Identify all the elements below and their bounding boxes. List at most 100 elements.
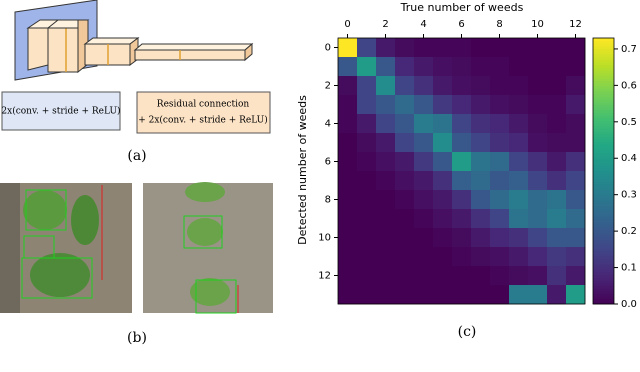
heatmap-cell (490, 95, 510, 115)
heatmap-cell (376, 114, 396, 134)
colorbar-segment (593, 253, 614, 257)
heatmap-cell (433, 114, 453, 134)
colorbar-segment (593, 218, 614, 222)
heatmap-cell (414, 228, 434, 248)
colorbar-segment (593, 280, 614, 284)
heatmap-cell (509, 247, 529, 267)
heatmap-cell (547, 152, 567, 172)
colorbar-segment (593, 277, 614, 281)
legend-text: + 2x(conv. + stride + ReLU) (138, 115, 268, 126)
heatmap-cell (395, 133, 415, 153)
heatmap-cell (566, 114, 586, 134)
heatmap-cell (528, 114, 548, 134)
heatmap-cell (376, 38, 396, 58)
heatmap-cell (471, 133, 491, 153)
heatmap-cell (357, 95, 377, 115)
colorbar-segment (593, 258, 614, 262)
colorbar-segment (593, 168, 614, 172)
heatmap-cell (338, 266, 358, 286)
colorbar-segment (593, 208, 614, 212)
block (83, 37, 140, 45)
heatmap-cell (395, 171, 415, 191)
colorbar-segment (593, 139, 614, 143)
x-tick-label: 4 (420, 19, 426, 30)
colorbar-segment (593, 229, 614, 233)
heatmap-cell (547, 209, 567, 229)
heatmap-cell (338, 95, 358, 115)
heatmap-cell (547, 133, 567, 153)
colorbar-tick-label: 0.0 (621, 299, 637, 310)
colorbar-segment (593, 88, 614, 92)
heatmap-cell (338, 209, 358, 229)
heatmap-cell (433, 38, 453, 58)
heatmap-cell (528, 95, 548, 115)
plant (185, 182, 225, 202)
colorbar-segment (593, 256, 614, 260)
heatmap-cell (414, 247, 434, 267)
heatmap-cell (338, 57, 358, 77)
heatmap-cell (433, 247, 453, 267)
colorbar-segment (593, 155, 614, 159)
y-tick-label: 4 (325, 119, 331, 130)
heatmap-cell (471, 57, 491, 77)
heatmap-cell (566, 228, 586, 248)
heatmap-cell (452, 190, 472, 210)
heatmap-cell (490, 114, 510, 134)
colorbar-tick-label: 0.7 (621, 44, 637, 55)
colorbar-segment (593, 237, 614, 241)
colorbar-segment (593, 272, 614, 276)
heatmap-cell (414, 95, 434, 115)
heatmap-cell (547, 57, 567, 77)
y-tick-label: 6 (325, 157, 331, 168)
colorbar-segment (593, 104, 614, 108)
heatmap-cell (338, 38, 358, 58)
colorbar-segment (593, 176, 614, 180)
heatmap-cell (528, 38, 548, 58)
colorbar-segment (593, 200, 614, 204)
colorbar-tick-label: 0.1 (621, 263, 637, 274)
colorbar-segment (593, 141, 614, 145)
heatmap-cell (509, 76, 529, 96)
heatmap-cell (452, 95, 472, 115)
colorbar-segment (593, 165, 614, 169)
heatmap-cell (357, 38, 377, 58)
heatmap-cell (509, 38, 529, 58)
colorbar-segment (593, 56, 614, 60)
legend-box (1, 91, 121, 131)
heatmap-cell (338, 247, 358, 267)
heatmap-cell (452, 228, 472, 248)
heatmap-cell (490, 76, 510, 96)
heatmap-cell (376, 152, 396, 172)
heatmap-cell (357, 133, 377, 153)
colorbar-segment (593, 131, 614, 135)
heatmap-cell (566, 133, 586, 153)
heatmap-cell (566, 57, 586, 77)
field-photos (0, 182, 273, 314)
colorbar-segment (593, 133, 614, 137)
colorbar-tick-label: 0.4 (621, 153, 637, 164)
colorbar-segment (593, 293, 614, 297)
colorbar-segment (593, 77, 614, 81)
heatmap-cell (566, 76, 586, 96)
colorbar-segment (593, 296, 614, 300)
heatmap-cell (509, 209, 529, 229)
heatmap-cell (433, 190, 453, 210)
heatmap-cell (395, 285, 415, 305)
heatmap-cell (528, 190, 548, 210)
colorbar-segment (593, 147, 614, 151)
colorbar-segment (593, 38, 614, 42)
legend-text: 2x(conv. + stride + ReLU) (1, 106, 120, 117)
heatmap-cell (471, 38, 491, 58)
heatmap-cell (509, 285, 529, 305)
heatmap-cell (547, 114, 567, 134)
heatmap-cell (395, 95, 415, 115)
heatmap-cell (414, 114, 434, 134)
heatmap-cell (433, 228, 453, 248)
colorbar-segment (593, 242, 614, 246)
heatmap-cell (338, 76, 358, 96)
colorbar-segment (593, 232, 614, 236)
heatmap-cell (490, 266, 510, 286)
heatmap-cell (509, 190, 529, 210)
heatmap-cell (528, 247, 548, 267)
heatmap-cell (395, 38, 415, 58)
